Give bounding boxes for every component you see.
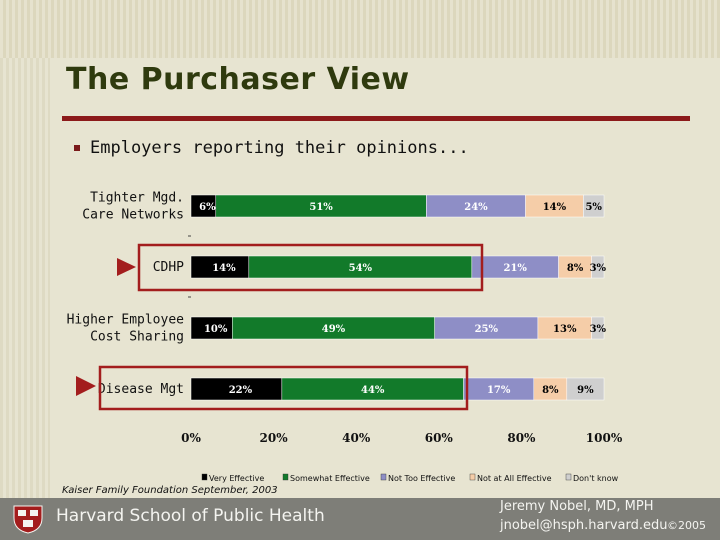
legend-swatch-2: [282, 473, 289, 481]
data-label-4-1: 22%: [229, 385, 253, 396]
bullet-text: Employers reporting their opinions...: [90, 138, 469, 158]
stacked-bar-chart: 6% 51% 24% 14% 5% Tighter Mgd. Care Networks 14…: [67, 191, 623, 484]
data-label-1-2: 51%: [309, 202, 333, 213]
data-label-3-5: 3%: [590, 324, 607, 335]
legend-label-3: Not Too Effective: [388, 474, 455, 483]
data-label-2-2: 54%: [349, 263, 373, 274]
category-label-4: Disease Mgt: [98, 382, 184, 397]
bar-3-don-t-know: [591, 316, 605, 340]
x-tick-label-4: 80%: [507, 431, 536, 445]
x-tick-label-5: 100%: [586, 431, 623, 445]
category-label-3-line-1: Higher Employee: [67, 313, 185, 328]
data-label-2-4: 8%: [567, 263, 584, 274]
data-label-1-4: 14%: [543, 202, 567, 213]
highlight-box-disease-mgt: [98, 365, 469, 411]
bar-2-don-t-know: [591, 255, 605, 279]
author-email: jnobel@hsph.harvard.edu: [500, 518, 668, 533]
x-tick-label-2: 40%: [342, 431, 371, 445]
category-label-1-line-2: Care Networks: [82, 208, 184, 223]
data-label-3-4: 13%: [553, 324, 577, 335]
data-label-3-3: 25%: [475, 324, 499, 335]
x-tick-label-0: 0%: [181, 431, 201, 445]
legend-label-2: Somewhat Effective: [290, 474, 370, 483]
highlight-box-cdhp: [137, 243, 484, 292]
footer-bar: Harvard School of Public Health Jeremy N…: [0, 498, 720, 540]
legend-label-4: Not at All Effective: [477, 474, 552, 483]
legend-label-1: Very Effective: [209, 474, 264, 483]
bar-1-don-t-know: [583, 194, 605, 218]
copyright: ©2005: [667, 519, 706, 532]
x-tick-label-1: 20%: [260, 431, 289, 445]
data-label-2-1: 14%: [212, 263, 236, 274]
data-label-1-5: 5%: [585, 202, 602, 213]
arrow-disease-mgt-icon: [76, 376, 96, 396]
legend-swatch-1: [201, 473, 208, 481]
data-label-4-4: 8%: [542, 385, 559, 396]
harvard-shield-icon: [13, 505, 43, 534]
data-label-3-2: 49%: [322, 324, 346, 335]
x-tick-label-3: 60%: [425, 431, 454, 445]
data-label-2-5: 3%: [590, 263, 607, 274]
data-label-1-1: 6%: [199, 202, 216, 213]
bar-4-don-t-know: [566, 377, 605, 401]
legend-swatch-3: [380, 473, 387, 481]
category-label-2: CDHP: [153, 260, 184, 275]
data-label-1-3: 24%: [464, 202, 488, 213]
category-label-1-line-1: Tighter Mgd.: [90, 191, 184, 206]
data-label-4-3: 17%: [487, 385, 511, 396]
left-stripe: [0, 58, 50, 498]
legend-label-5: Don't know: [573, 474, 619, 483]
arrow-cdhp-icon: [117, 258, 136, 276]
category-label-3-line-2: Cost Sharing: [90, 330, 184, 345]
slide-title: The Purchaser View: [66, 62, 410, 97]
legend-swatch-5: [565, 473, 572, 481]
data-label-3-1: 10%: [204, 324, 228, 335]
source-note: Kaiser Family Foundation September, 2003: [62, 485, 278, 496]
title-underline: [62, 116, 690, 121]
data-label-4-5: 9%: [577, 385, 594, 396]
legend-swatch-4: [469, 473, 476, 481]
author-name: Jeremy Nobel, MD, MPH: [500, 499, 654, 514]
header-stripes: [0, 0, 720, 58]
school-name: Harvard School of Public Health: [56, 506, 325, 526]
data-label-2-3: 21%: [503, 263, 527, 274]
data-label-4-2: 44%: [361, 385, 385, 396]
bullet-square-icon: [74, 145, 80, 151]
